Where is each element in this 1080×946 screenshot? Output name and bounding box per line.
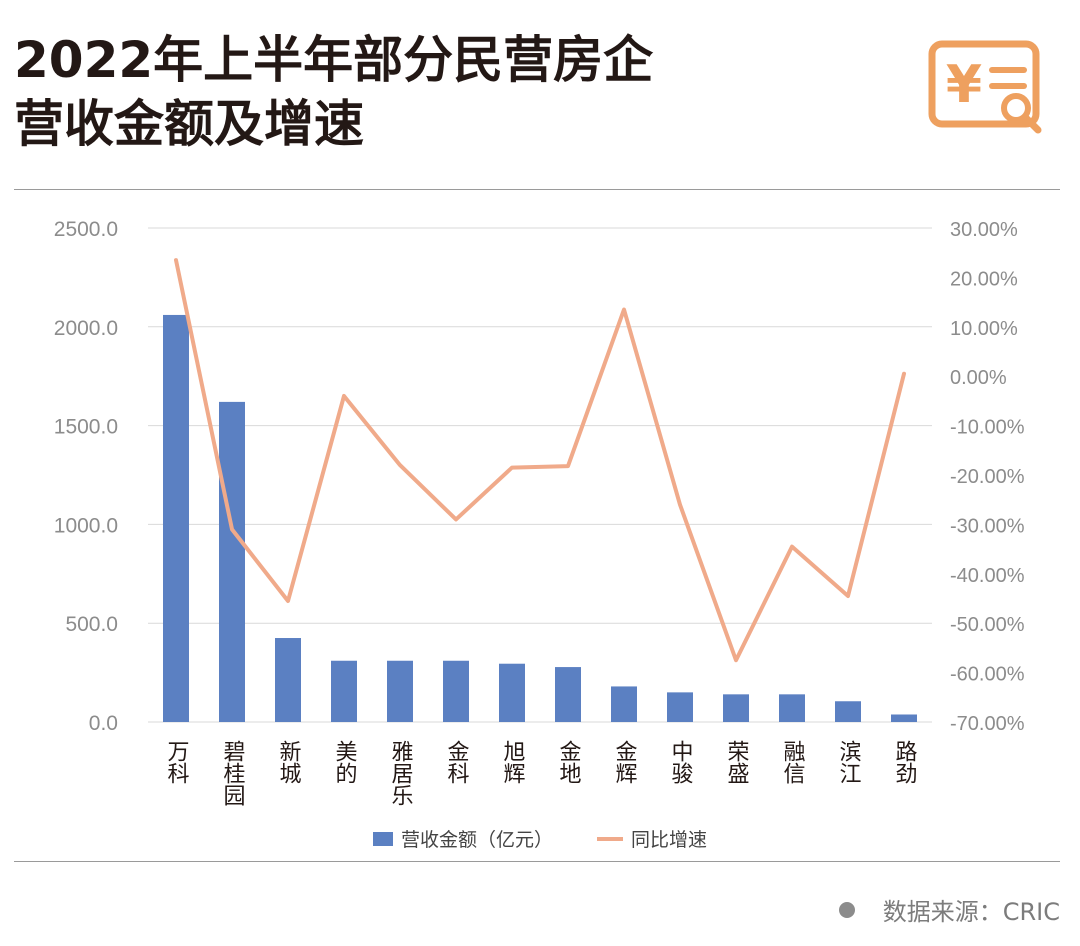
data-source: 数据来源：CRIC — [838, 892, 1060, 927]
right-axis-tick-label: -20.00% — [950, 466, 1025, 488]
revenue-growth-chart: 0.0 500.0 1000.0 1500.0 2000.0 2500.0 -70.00% -… — [54, 218, 1025, 806]
chart-bar — [891, 714, 917, 722]
left-axis-tick-label: 1000.0 — [54, 514, 118, 537]
category-label: 旭辉 — [500, 740, 526, 784]
right-axis-tick-label: -30.00% — [950, 515, 1025, 537]
chart-bar — [443, 660, 469, 722]
title-divider — [14, 189, 1060, 190]
chart-bar — [835, 701, 861, 722]
chart-bar — [611, 686, 637, 722]
right-axis-tick-label: 0.00% — [950, 367, 1007, 389]
category-label: 中骏 — [668, 740, 694, 784]
chart-legend: 营收金额（亿元） 同比增速 — [0, 825, 1080, 852]
chart-bar — [387, 660, 413, 722]
footer-divider — [14, 861, 1060, 862]
category-label: 碧桂园 — [220, 740, 246, 806]
chart-bar — [163, 314, 189, 722]
chart-bar — [723, 694, 749, 722]
logo-yuan-symbol: ¥ — [946, 55, 982, 115]
source-text: 数据来源：CRIC — [882, 898, 1060, 926]
logo-magnifier-lens — [1001, 93, 1031, 123]
category-label: 滨江 — [836, 740, 862, 784]
category-label: 金地 — [556, 740, 582, 784]
chart-bar — [667, 692, 693, 722]
left-axis-tick-label: 500.0 — [65, 613, 118, 636]
source-dot-icon — [838, 901, 855, 918]
right-axis-tick-label: -40.00% — [950, 565, 1025, 587]
logo-document-frame — [928, 40, 1040, 128]
right-axis-tick-label: 10.00% — [950, 318, 1018, 340]
legend-label-revenue: 营收金额（亿元） — [400, 829, 553, 851]
chart-bar — [219, 401, 245, 722]
right-axis-tick-label: -10.00% — [950, 417, 1025, 439]
growth-line — [174, 258, 906, 663]
chart-bar — [331, 660, 357, 722]
title-line-2: 营收金额及增速 — [14, 95, 364, 153]
right-axis-tick-label: 20.00% — [950, 268, 1018, 290]
category-label: 金科 — [444, 740, 470, 784]
right-axis-tick-label: -60.00% — [950, 664, 1025, 686]
right-axis-tick-label: -50.00% — [950, 614, 1025, 636]
left-axis-tick-label: 0.0 — [89, 712, 118, 735]
category-label: 万科 — [164, 740, 190, 784]
page-title: 2022年上半年部分民营房企 营收金额及增速 — [14, 28, 653, 156]
category-label: 路劲 — [892, 740, 918, 784]
left-axis-tick-label: 2000.0 — [54, 317, 118, 340]
right-axis-tick-label: -70.00% — [950, 713, 1025, 735]
category-label: 雅居乐 — [388, 740, 414, 806]
legend-item-growth: 同比增速 — [597, 825, 707, 852]
right-axis-tick-label: 30.00% — [950, 219, 1018, 241]
title-line-1: 2022年上半年部分民营房企 — [14, 31, 654, 89]
category-label: 融信 — [780, 740, 806, 784]
category-label: 美的 — [332, 740, 358, 784]
legend-swatch-bar — [372, 831, 393, 846]
chart-bar — [555, 667, 581, 722]
chart-bar — [499, 663, 525, 722]
yuan-document-search-icon: ¥ — [928, 40, 1042, 134]
legend-label-growth: 同比增速 — [631, 829, 708, 851]
legend-item-revenue: 营收金额（亿元） — [372, 825, 553, 852]
category-label: 金辉 — [612, 740, 638, 784]
chart-bar — [779, 694, 805, 722]
legend-swatch-line — [597, 836, 623, 841]
chart-bar — [275, 638, 301, 722]
category-label: 新城 — [276, 740, 302, 784]
category-label: 荣盛 — [724, 740, 750, 784]
left-axis-tick-label: 1500.0 — [54, 416, 118, 439]
left-axis-tick-label: 2500.0 — [54, 218, 118, 241]
